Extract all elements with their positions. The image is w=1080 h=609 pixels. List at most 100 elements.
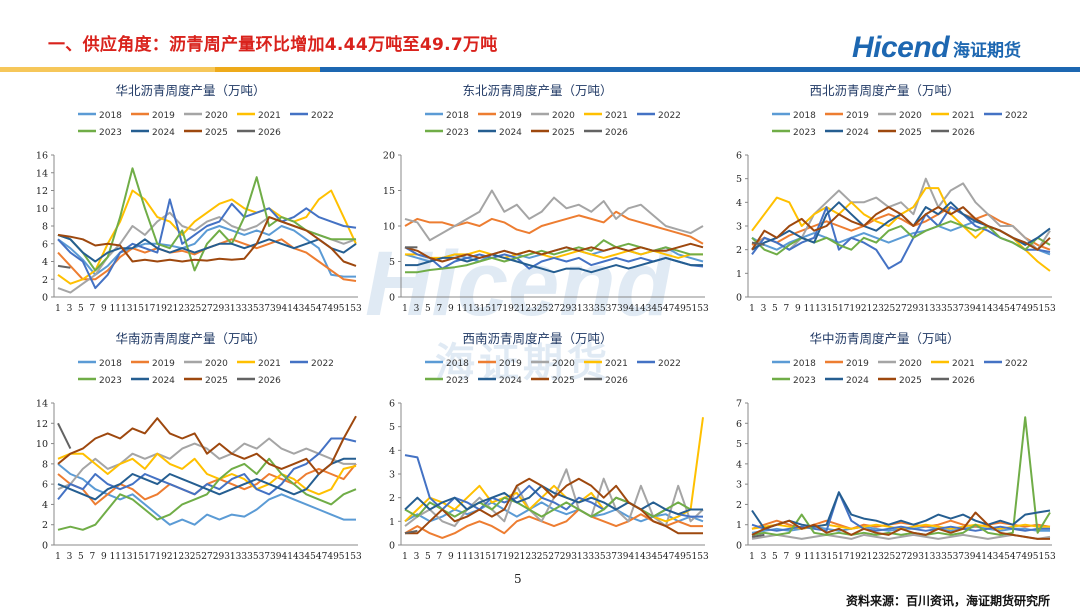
x-tick-label: 3 [67,552,73,562]
series-line-2023 [57,457,357,531]
x-tick-label: 43 [293,304,305,314]
y-tick-label: 0 [736,293,742,304]
legend-label-2021: 2021 [952,359,975,369]
legend-label-2024: 2024 [846,128,869,138]
legend-label-2019: 2019 [846,359,869,369]
x-tick-label: 31 [571,552,582,562]
x-tick-label: 15 [480,304,492,314]
x-tick-label: 23 [872,304,884,314]
legend-label-2026: 2026 [605,376,628,386]
x-tick-label: 37 [606,304,618,314]
chart-title: 华南沥青周度产量（万吨） [115,331,265,346]
legend-label-2025: 2025 [552,376,575,386]
legend-label-2025: 2025 [205,128,228,138]
x-tick-label: 27 [548,552,560,562]
series-line-2024 [751,491,1051,530]
x-tick-label: 37 [259,552,271,562]
x-tick-label: 43 [987,552,999,562]
x-tick-label: 9 [101,552,107,562]
x-tick-label: 1 [749,552,755,562]
x-tick-label: 47 [663,304,675,314]
y-tick-label: 5 [389,422,395,433]
legend-label-2026: 2026 [258,376,281,386]
x-tick-label: 3 [414,552,420,562]
y-tick-label: 3 [736,480,742,491]
header-bar-blue [320,67,1080,72]
chart-title: 西北沥青周度产量（万吨） [809,83,959,98]
x-tick-label: 31 [224,552,235,562]
x-tick-label: 15 [133,552,145,562]
x-tick-label: 9 [448,304,454,314]
x-tick-label: 25 [537,304,549,314]
x-tick-label: 25 [884,552,896,562]
x-tick-label: 29 [213,552,225,562]
legend-label-2022: 2022 [658,359,681,369]
y-tick-label: 4 [42,257,48,268]
x-tick-label: 21 [167,552,178,562]
x-tick-label: 33 [236,552,248,562]
x-tick-label: 53 [1044,304,1056,314]
x-tick-label: 13 [121,304,133,314]
y-tick-label: 0 [42,293,48,304]
x-tick-label: 23 [525,304,537,314]
series-line-2020 [57,437,356,491]
x-tick-label: 19 [849,304,861,314]
x-tick-label: 37 [953,304,965,314]
x-tick-label: 11 [110,304,121,314]
x-tick-label: 47 [663,552,675,562]
x-tick-label: 5 [425,304,431,314]
legend-label-2021: 2021 [258,111,281,121]
x-tick-label: 5 [425,552,431,562]
hicend-logo: Hicend 海证期货 [852,30,1021,66]
x-tick-label: 53 [350,304,362,314]
x-tick-label: 39 [270,552,282,562]
x-tick-label: 23 [525,552,537,562]
x-tick-label: 13 [815,304,827,314]
y-tick-label: 2 [389,493,395,504]
x-tick-label: 45 [998,552,1010,562]
x-tick-label: 37 [953,552,965,562]
x-tick-label: 3 [67,304,73,314]
legend-label-2018: 2018 [446,111,469,121]
x-tick-label: 13 [815,552,827,562]
x-tick-label: 37 [606,552,618,562]
series-line-2026 [751,241,765,246]
y-tick-label: 4 [389,446,395,457]
x-tick-label: 25 [190,552,202,562]
x-tick-label: 45 [998,304,1010,314]
y-tick-label: 0 [389,541,395,552]
page-title: 一、供应角度：沥青周产量环比增加4.44万吨至49.7万吨 [48,35,498,55]
y-tick-label: 14 [36,168,48,179]
x-tick-label: 47 [1010,552,1022,562]
x-tick-label: 19 [502,552,514,562]
y-tick-label: 5 [736,439,742,450]
x-tick-label: 9 [101,304,107,314]
x-tick-label: 1 [402,552,408,562]
series-line-2026 [751,533,765,538]
series-line-2020 [751,533,1051,540]
x-tick-label: 43 [640,552,652,562]
page-number: 5 [514,572,522,586]
y-tick-label: 3 [736,222,742,233]
x-tick-label: 5 [78,552,84,562]
x-tick-label: 35 [247,552,259,562]
x-tick-label: 27 [201,552,213,562]
y-tick-label: 5 [389,257,395,268]
x-tick-label: 3 [761,304,767,314]
y-tick-label: 1 [736,520,742,531]
y-tick-label: 12 [36,419,48,430]
x-tick-label: 11 [804,552,815,562]
x-tick-label: 43 [293,552,305,562]
y-tick-label: 14 [36,399,48,410]
x-tick-label: 49 [1021,304,1033,314]
x-tick-label: 27 [895,304,907,314]
legend-label-2018: 2018 [446,359,469,369]
y-tick-label: 4 [736,198,742,209]
legend-label-2020: 2020 [552,359,575,369]
x-tick-label: 49 [674,304,686,314]
x-tick-label: 51 [686,304,697,314]
x-tick-label: 37 [259,304,271,314]
